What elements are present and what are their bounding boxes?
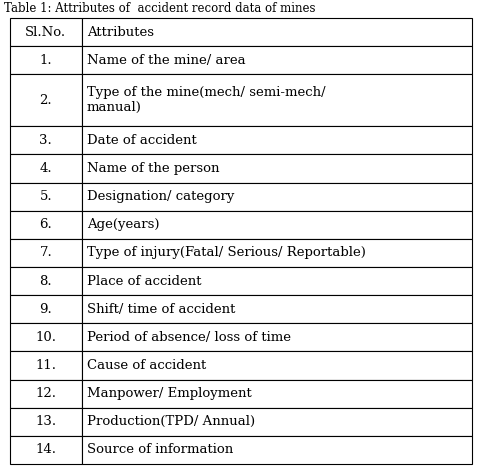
Text: Name of the person: Name of the person [87, 162, 219, 175]
Text: 12.: 12. [35, 387, 56, 400]
Bar [10, 18, 82, 46]
Bar [82, 154, 472, 183]
Bar [10, 46, 82, 74]
Bar [10, 408, 82, 436]
Text: Name of the mine/ area: Name of the mine/ area [87, 54, 245, 67]
Text: Place of accident: Place of accident [87, 274, 201, 288]
Bar [82, 380, 472, 408]
Bar [10, 323, 82, 351]
Text: 13.: 13. [35, 415, 56, 428]
Text: 1.: 1. [40, 54, 52, 67]
Bar [82, 126, 472, 154]
Text: Age(years): Age(years) [87, 218, 159, 231]
Text: Date of accident: Date of accident [87, 134, 196, 147]
Bar [82, 18, 472, 46]
Bar [10, 295, 82, 323]
Bar [82, 436, 472, 464]
Bar [10, 211, 82, 239]
Bar [82, 408, 472, 436]
Bar [82, 211, 472, 239]
Text: 5.: 5. [40, 190, 52, 203]
Text: Cause of accident: Cause of accident [87, 359, 206, 372]
Text: 3.: 3. [39, 134, 52, 147]
Bar [82, 183, 472, 211]
Bar [82, 295, 472, 323]
Bar [82, 239, 472, 267]
Text: Table 1: Attributes of  accident record data of mines: Table 1: Attributes of accident record d… [4, 2, 315, 15]
Bar [82, 46, 472, 74]
Text: Production(TPD/ Annual): Production(TPD/ Annual) [87, 415, 255, 428]
Text: Attributes: Attributes [87, 26, 153, 39]
Text: 6.: 6. [39, 218, 52, 231]
Bar [82, 323, 472, 351]
Text: Type of injury(Fatal/ Serious/ Reportable): Type of injury(Fatal/ Serious/ Reportabl… [87, 247, 366, 260]
Text: Sl.No.: Sl.No. [25, 26, 66, 39]
Bar [82, 267, 472, 295]
Text: Source of information: Source of information [87, 444, 233, 456]
Text: 14.: 14. [35, 444, 56, 456]
Bar [10, 380, 82, 408]
Text: Designation/ category: Designation/ category [87, 190, 234, 203]
Bar [82, 74, 472, 126]
Text: Manpower/ Employment: Manpower/ Employment [87, 387, 251, 400]
Text: 2.: 2. [40, 94, 52, 107]
Bar [10, 183, 82, 211]
Bar [10, 126, 82, 154]
Text: 11.: 11. [35, 359, 56, 372]
Text: 4.: 4. [40, 162, 52, 175]
Bar [82, 351, 472, 380]
Text: 7.: 7. [39, 247, 52, 260]
Bar [10, 436, 82, 464]
Text: Type of the mine(mech/ semi-mech/
manual): Type of the mine(mech/ semi-mech/ manual… [87, 86, 325, 114]
Bar [10, 267, 82, 295]
Text: 8.: 8. [40, 274, 52, 288]
Bar [10, 154, 82, 183]
Text: 10.: 10. [35, 331, 56, 344]
Text: 9.: 9. [39, 303, 52, 316]
Bar [10, 351, 82, 380]
Bar [10, 239, 82, 267]
Bar [10, 74, 82, 126]
Text: Shift/ time of accident: Shift/ time of accident [87, 303, 235, 316]
Text: Period of absence/ loss of time: Period of absence/ loss of time [87, 331, 291, 344]
